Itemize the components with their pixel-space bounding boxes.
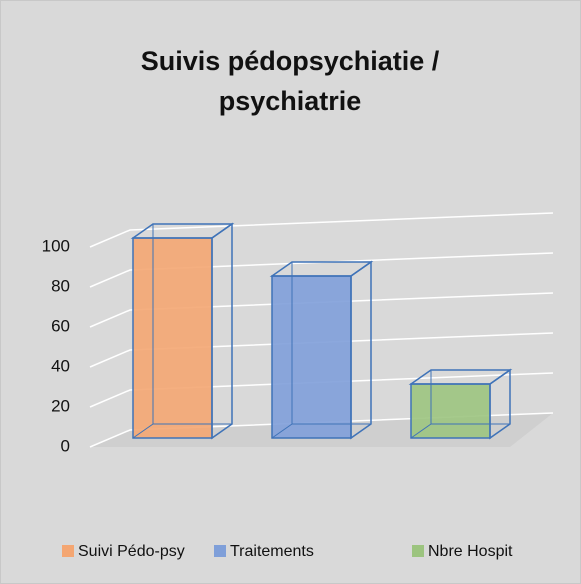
legend-swatch: [214, 545, 226, 557]
y-tick-label: 100: [42, 236, 70, 255]
bar: [408, 368, 513, 440]
grid-line: [89, 292, 554, 328]
legend-label: Traitements: [230, 543, 314, 560]
y-tick-label: 80: [51, 276, 70, 295]
bar-face: [132, 237, 213, 439]
legend-swatch: [412, 545, 424, 557]
legend-swatch: [62, 545, 74, 557]
chart-title: psychiatrie: [219, 86, 362, 116]
bar-face: [271, 275, 352, 439]
y-tick-label: 40: [51, 356, 70, 375]
grid-line: [89, 332, 554, 368]
legend-label: Suivi Pédo-psy: [78, 543, 185, 560]
legend-label: Nbre Hospit: [428, 543, 513, 560]
y-tick-label: 0: [61, 436, 70, 455]
y-tick-label: 60: [51, 316, 70, 335]
chart-title: Suivis pédopsychiatie /: [141, 46, 440, 76]
y-tick-label: 20: [51, 396, 70, 415]
grid-line: [89, 252, 554, 288]
grid-line: [89, 212, 554, 248]
bar: [130, 222, 235, 440]
bar: [269, 260, 374, 440]
grid-line: [89, 372, 554, 408]
